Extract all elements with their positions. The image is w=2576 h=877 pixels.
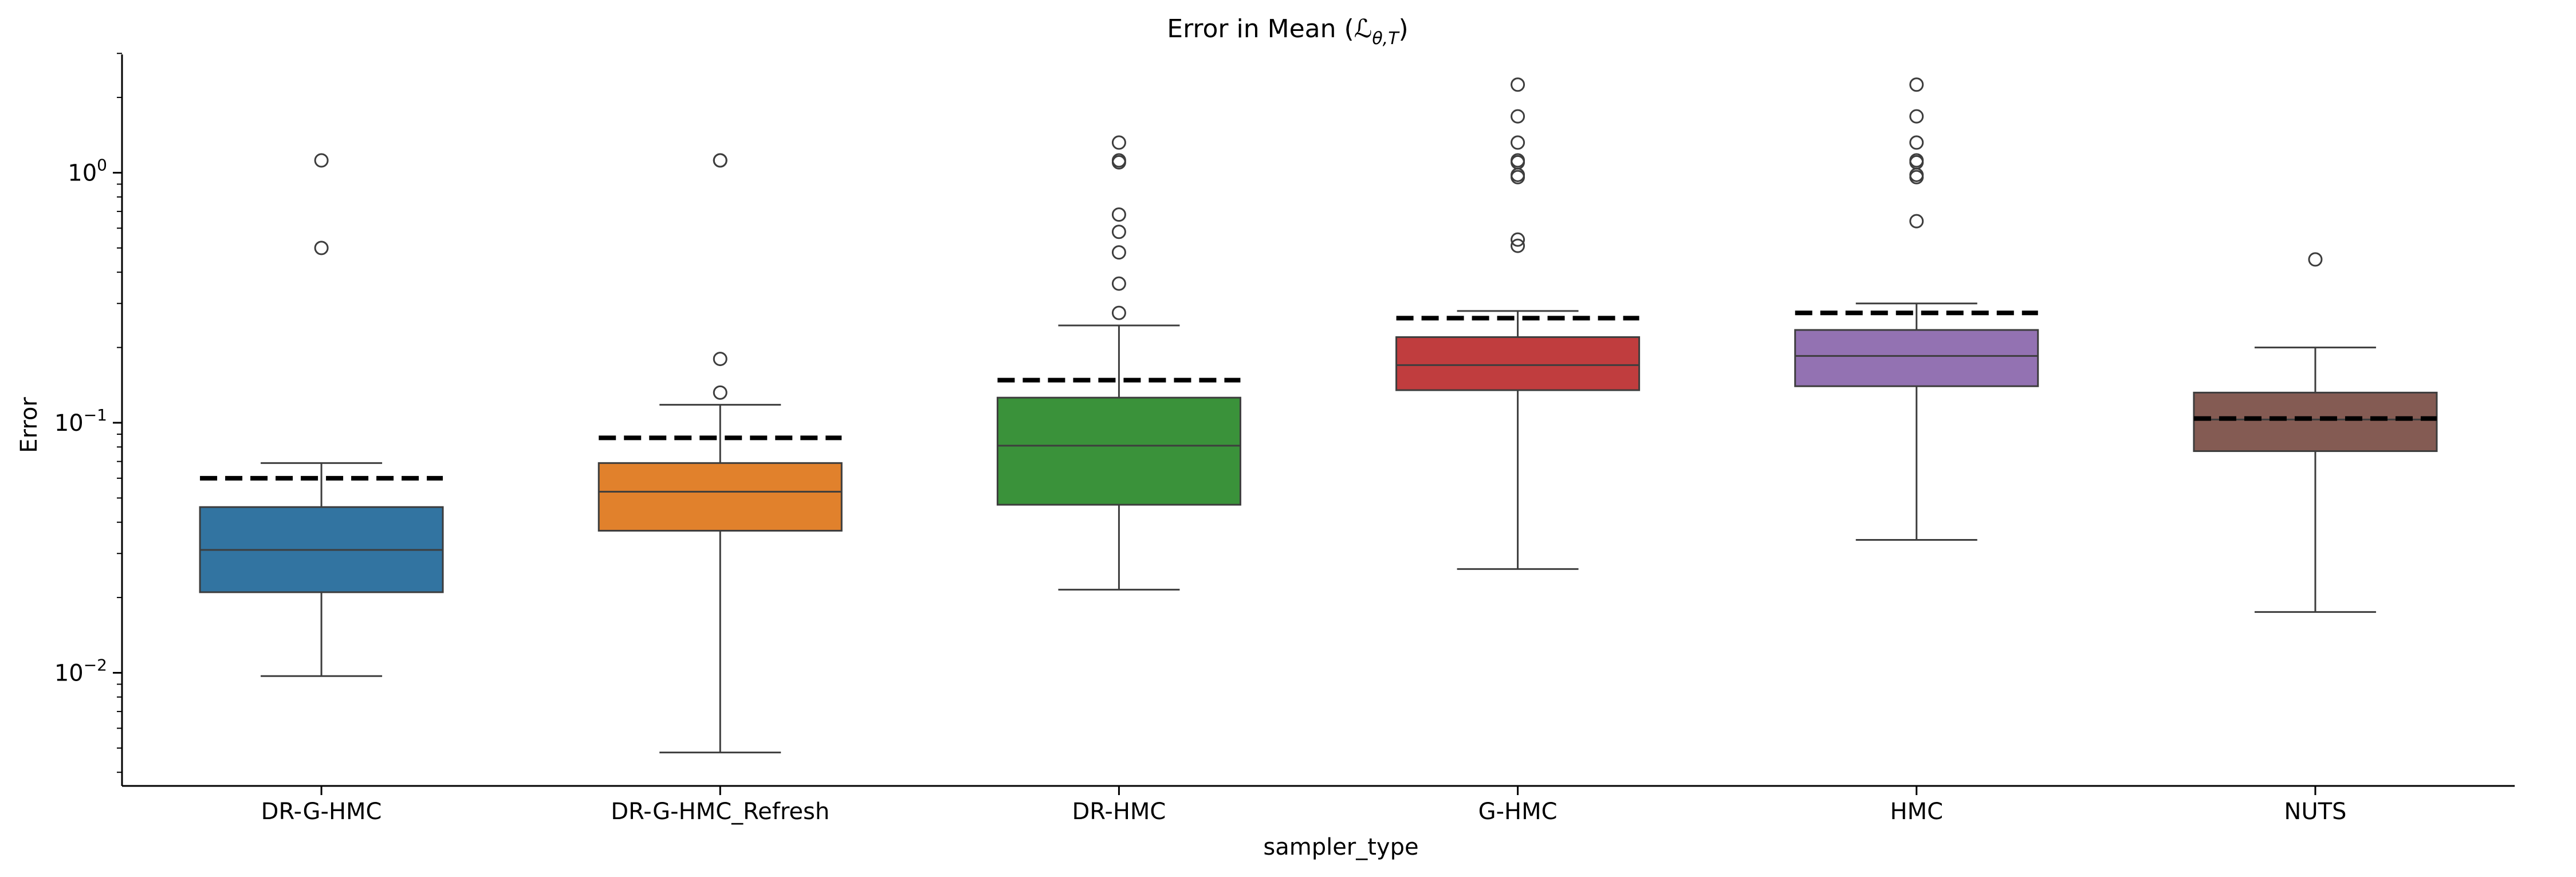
box <box>1395 336 1641 391</box>
outlier-point <box>1909 109 1924 124</box>
outlier-point <box>1909 214 1924 229</box>
outlier-point <box>314 241 329 255</box>
y-axis-label: Error <box>16 397 42 453</box>
outlier-point <box>1909 77 1924 92</box>
chart-title-close: ) <box>1399 14 1409 44</box>
outlier-point <box>314 153 329 168</box>
outlier-point <box>1111 207 1126 222</box>
outlier-point <box>1511 135 1525 150</box>
box-group-nuts <box>2193 252 2438 613</box>
outlier-point <box>1511 109 1525 124</box>
svg-text:Error in Mean (ℒθ,T): Error in Mean (ℒθ,T) <box>1167 14 1408 49</box>
x-axis-label: sampler_type <box>1263 834 1418 860</box>
x-tick-label: DR-G-HMC_Refresh <box>611 799 829 825</box>
outlier-point <box>1111 153 1126 168</box>
outlier-point <box>1111 245 1126 260</box>
chart-title-main: Error in Mean (ℒ <box>1167 14 1372 44</box>
x-tick-label: G-HMC <box>1478 799 1558 825</box>
outlier-point <box>1111 135 1126 150</box>
box-group-dr-hmc <box>996 135 1241 591</box>
x-tick-label: NUTS <box>2284 799 2346 825</box>
box-group-hmc <box>1794 77 2039 541</box>
box-group-dr-g-hmc <box>199 153 444 677</box>
box <box>2193 391 2438 453</box>
y-ticks: 100 10−1 10−2 <box>54 53 122 773</box>
x-tick-label: HMC <box>1890 799 1943 825</box>
outlier-point <box>1909 135 1924 150</box>
x-tick-label: DR-HMC <box>1072 799 1166 825</box>
box <box>597 462 843 532</box>
axes <box>121 54 2515 787</box>
y-tick-label: 100 <box>68 156 107 187</box>
outlier-point <box>1511 232 1525 247</box>
box <box>996 396 1241 506</box>
box-group-dr-g-hmc-refresh <box>597 153 843 754</box>
outlier-point <box>1111 276 1126 291</box>
outlier-point <box>1511 153 1525 168</box>
chart-title: Error in Mean (ℒθ,T) <box>1167 14 1408 49</box>
outlier-point <box>713 352 727 367</box>
box <box>1794 329 2039 387</box>
plot-area <box>199 77 2438 754</box>
outlier-point <box>1511 77 1525 92</box>
x-ticks: DR-G-HMC DR-G-HMC_Refresh DR-HMC G-HMC HMC NU… <box>261 786 2346 825</box>
y-tick-label: 10−1 <box>54 406 107 436</box>
outlier-point <box>1909 153 1924 168</box>
outlier-point <box>713 385 727 400</box>
outlier-point <box>1111 225 1126 239</box>
x-tick-label: DR-G-HMC <box>261 799 382 825</box>
chart-title-subscript: θ,T <box>1372 29 1400 49</box>
outlier-point <box>713 153 727 168</box>
box-group-g-hmc <box>1395 77 1641 570</box>
outlier-point <box>2308 252 2323 267</box>
outlier-point <box>1111 305 1126 320</box>
y-tick-label: 10−2 <box>54 656 107 687</box>
outlier-point <box>1511 238 1525 253</box>
